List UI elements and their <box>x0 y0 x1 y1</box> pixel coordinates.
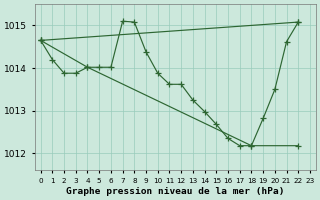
X-axis label: Graphe pression niveau de la mer (hPa): Graphe pression niveau de la mer (hPa) <box>66 187 284 196</box>
